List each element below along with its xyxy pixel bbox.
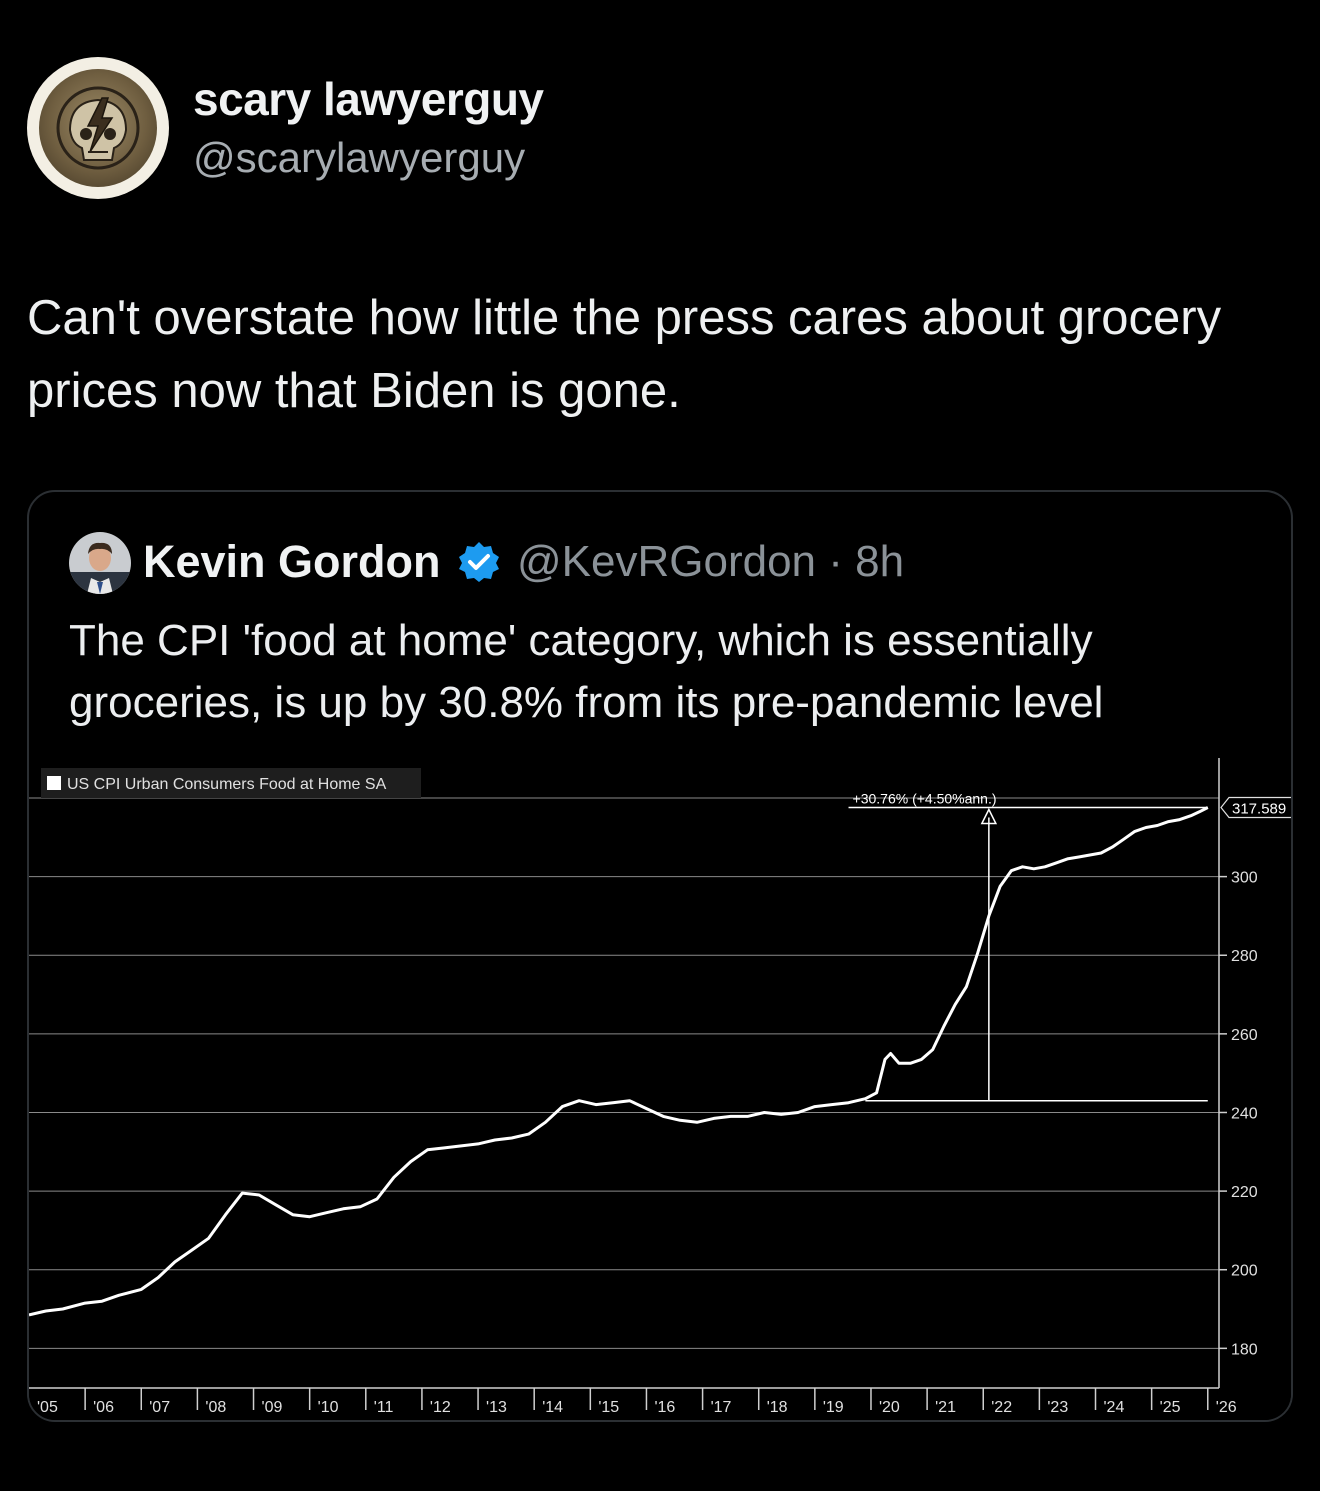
x-tick-label: '21 [935, 1399, 956, 1416]
tweet-text: Can't overstate how little the press car… [27, 291, 1222, 418]
x-tick-label: '12 [430, 1399, 451, 1416]
x-tick-label: '18 [767, 1399, 788, 1416]
x-tick-label: '26 [1216, 1399, 1237, 1416]
legend-box [41, 768, 421, 798]
quoted-author-name[interactable]: Kevin Gordon [143, 536, 441, 587]
x-tick-label: '17 [711, 1399, 732, 1416]
x-tick-label: '25 [1160, 1399, 1181, 1416]
author-avatar[interactable] [27, 57, 169, 199]
x-tick-label: '09 [262, 1399, 283, 1416]
change-arrow-head [980, 807, 998, 825]
last-value-tag [1220, 796, 1291, 819]
x-tick-label: '23 [1047, 1399, 1068, 1416]
x-tick-label: '05 [37, 1399, 58, 1416]
author-display-name[interactable]: scary lawyerguy [193, 73, 544, 125]
stealie-skull-icon [39, 69, 157, 187]
x-tick-label: '24 [1104, 1399, 1125, 1416]
legend-label: US CPI Urban Consumers Food at Home SA [67, 776, 387, 793]
x-tick-label: '06 [93, 1399, 114, 1416]
y-tick-label: 240 [1231, 1105, 1258, 1122]
y-tick-label: 280 [1231, 948, 1258, 965]
legend-swatch [47, 776, 61, 790]
x-tick-label: '15 [598, 1399, 619, 1416]
x-tick-label: '16 [654, 1399, 675, 1416]
x-tick-label: '22 [991, 1399, 1012, 1416]
line-chart: 300 280 260 240 220 200 180 '05 '06 '07 '08 '09 '10 '… [29, 758, 1291, 1416]
change-annotation: +30.76% (+4.50%ann.) [853, 790, 997, 806]
x-tick-label: '14 [542, 1399, 563, 1416]
x-tick-label: '08 [205, 1399, 226, 1416]
series-line [29, 806, 1209, 1317]
x-tick-label: '13 [486, 1399, 507, 1416]
y-tick-label: 200 [1231, 1263, 1258, 1280]
author-handle[interactable]: @scarylawyerguy [193, 134, 526, 181]
last-value-label: 317.589 [1232, 800, 1286, 817]
quoted-tweet-text: The CPI 'food at home' category, which i… [69, 616, 1104, 727]
y-tick-label: 300 [1231, 870, 1258, 887]
y-tick-label: 220 [1231, 1184, 1258, 1201]
y-tick-label: 180 [1231, 1341, 1258, 1358]
quoted-author-handle-time[interactable]: @KevRGordon · 8h [517, 537, 905, 586]
verified-badge-icon [457, 540, 501, 584]
y-tick-label: 260 [1231, 1027, 1258, 1044]
x-tick-label: '10 [318, 1399, 339, 1416]
profile-photo-icon[interactable] [69, 532, 131, 594]
x-tick-label: '07 [149, 1399, 170, 1416]
chart-image[interactable]: 300 280 260 240 220 200 180 '05 '06 '07 '08 '09 '10 '… [29, 758, 1291, 1420]
quoted-tweet-card[interactable]: Kevin Gordon @KevRGordon · 8h The CPI 'f… [27, 490, 1293, 1422]
x-tick-label: '20 [879, 1399, 900, 1416]
x-tick-label: '19 [823, 1399, 844, 1416]
x-tick-label: '11 [374, 1399, 394, 1416]
